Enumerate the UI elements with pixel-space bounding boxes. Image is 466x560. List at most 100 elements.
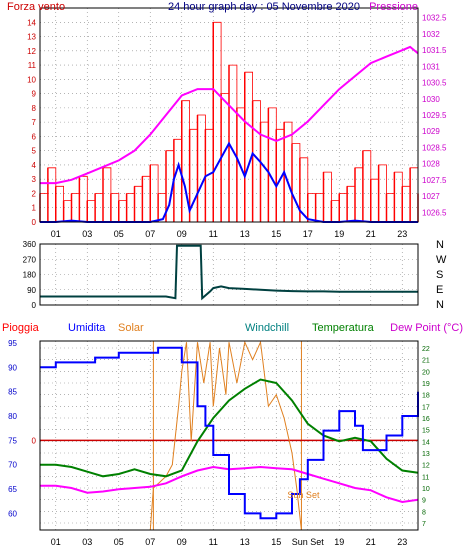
humidity-tick-70: 70 xyxy=(8,461,17,470)
temp-x-tick-5: 11 xyxy=(209,537,218,547)
rain-zero-tick: 0 xyxy=(32,436,37,445)
wind-x-tick-05: 05 xyxy=(114,229,124,239)
temperature-tick-18: 18 xyxy=(422,393,430,400)
humidity-line xyxy=(40,346,419,520)
pressure-tick-6: 1029.5 xyxy=(422,111,447,120)
gust-line xyxy=(40,21,419,202)
wind-left-tick-3: 3 xyxy=(32,175,37,184)
temperature-tick-15: 15 xyxy=(422,428,430,435)
wind-left-tick-5: 5 xyxy=(32,147,37,156)
wind-x-tick-23: 23 xyxy=(397,229,407,239)
wind-left-tick-14: 14 xyxy=(27,18,36,27)
temperature-tick-20: 20 xyxy=(422,369,430,376)
chart-title: 24 hour graph day : 05 Novembre 2020 xyxy=(168,1,360,13)
direction-letter-0: N xyxy=(436,239,444,251)
direction-letter-3: E xyxy=(436,284,443,296)
temperature-tick-13: 13 xyxy=(422,451,430,458)
direction-tick-90: 90 xyxy=(27,286,36,295)
humidity-tick-60: 60 xyxy=(8,509,17,518)
wind-left-tick-0: 0 xyxy=(32,218,37,227)
pressure-tick-7: 1030 xyxy=(422,95,440,104)
direction-letter-1: W xyxy=(436,254,447,266)
pressure-tick-1: 1027 xyxy=(422,192,440,201)
pressure-tick-12: 1032.5 xyxy=(422,14,447,23)
wind-left-tick-11: 11 xyxy=(28,61,37,70)
temperature-tick-21: 21 xyxy=(422,358,430,365)
direction-panel-frame xyxy=(39,243,419,306)
wind-x-tick-19: 19 xyxy=(334,229,344,239)
pressure-tick-8: 1030.5 xyxy=(422,79,447,88)
humidity-tick-85: 85 xyxy=(8,388,17,397)
wind-left-tick-6: 6 xyxy=(32,132,37,141)
pressure-tick-5: 1029 xyxy=(422,127,440,136)
wind-left-tick-13: 13 xyxy=(27,33,36,42)
temperature-tick-9: 9 xyxy=(422,498,426,505)
humidity-label: Umidita xyxy=(68,322,106,334)
humidity-tick-95: 95 xyxy=(8,339,17,348)
humidity-tick-65: 65 xyxy=(8,485,17,494)
pressure-tick-11: 1032 xyxy=(422,30,440,39)
wind-left-tick-9: 9 xyxy=(32,90,37,99)
humidity-tick-90: 90 xyxy=(8,363,17,372)
temp-x-tick-1: 03 xyxy=(82,537,92,547)
wind-left-tick-2: 2 xyxy=(32,189,37,198)
sunset-annotation: Sun Set xyxy=(287,490,320,500)
pressure-axis-label: Pressione xyxy=(369,1,418,13)
wind-x-tick-01: 01 xyxy=(51,229,61,239)
windchill-label: Windchill xyxy=(245,322,289,334)
temp-x-tick-2: 05 xyxy=(114,537,124,547)
direction-letter-2: S xyxy=(436,269,443,281)
rain-label: Pioggia xyxy=(2,322,40,334)
temperature-tick-11: 11 xyxy=(422,474,429,481)
temperature-tick-14: 14 xyxy=(422,439,430,446)
temp-x-tick-9: 19 xyxy=(334,537,344,547)
temperature-tick-22: 22 xyxy=(422,346,430,353)
wind-x-tick-17: 17 xyxy=(303,229,313,239)
wind-x-tick-15: 15 xyxy=(271,229,281,239)
pressure-tick-3: 1028 xyxy=(422,160,440,169)
wind-x-tick-21: 21 xyxy=(366,229,376,239)
temp-x-tick-11: 23 xyxy=(397,537,407,547)
wind-left-tick-8: 8 xyxy=(32,104,37,113)
temperature-tick-17: 17 xyxy=(422,404,430,411)
pressure-tick-2: 1027.5 xyxy=(422,176,447,185)
wind-left-tick-7: 7 xyxy=(32,118,37,127)
pressure-tick-9: 1031 xyxy=(422,62,440,71)
wind-left-tick-12: 12 xyxy=(27,47,36,56)
pressure-tick-10: 1031.5 xyxy=(422,46,447,55)
wind-x-tick-09: 09 xyxy=(177,229,187,239)
direction-tick-360: 360 xyxy=(23,240,37,249)
solar-line xyxy=(40,340,418,531)
temperature-tick-7: 7 xyxy=(422,521,426,528)
dewpoint-label: Dew Point (°C) xyxy=(390,322,463,334)
temperature-tick-16: 16 xyxy=(422,416,430,423)
temperature-tick-8: 8 xyxy=(422,509,426,516)
temp-panel-frame xyxy=(39,340,419,531)
wind-x-tick-13: 13 xyxy=(240,229,250,239)
humidity-tick-75: 75 xyxy=(8,436,17,445)
wind-x-tick-03: 03 xyxy=(82,229,92,239)
temperature-line xyxy=(40,378,419,478)
temperature-tick-19: 19 xyxy=(422,381,430,388)
wind-left-tick-1: 1 xyxy=(32,204,37,213)
temperature-tick-12: 12 xyxy=(422,463,430,470)
temperature-tick-10: 10 xyxy=(422,486,430,493)
wind-panel-frame xyxy=(39,7,419,223)
temp-x-tick-0: 01 xyxy=(51,537,61,547)
humidity-tick-80: 80 xyxy=(8,412,17,421)
temp-x-tick-8: Sun Set xyxy=(292,537,325,547)
wind-x-tick-07: 07 xyxy=(145,229,155,239)
temperature-label: Temperatura xyxy=(312,322,375,334)
wind-direction-line xyxy=(40,244,418,301)
wind-x-tick-11: 11 xyxy=(209,229,218,239)
pressure-tick-0: 1026.5 xyxy=(422,208,447,217)
direction-tick-180: 180 xyxy=(23,271,37,280)
temp-x-tick-7: 15 xyxy=(271,537,281,547)
solar-label: Solar xyxy=(118,322,144,334)
temp-x-tick-10: 21 xyxy=(366,537,376,547)
direction-tick-0: 0 xyxy=(32,301,37,310)
wind-left-tick-4: 4 xyxy=(32,161,37,170)
pressure-line xyxy=(40,45,419,185)
